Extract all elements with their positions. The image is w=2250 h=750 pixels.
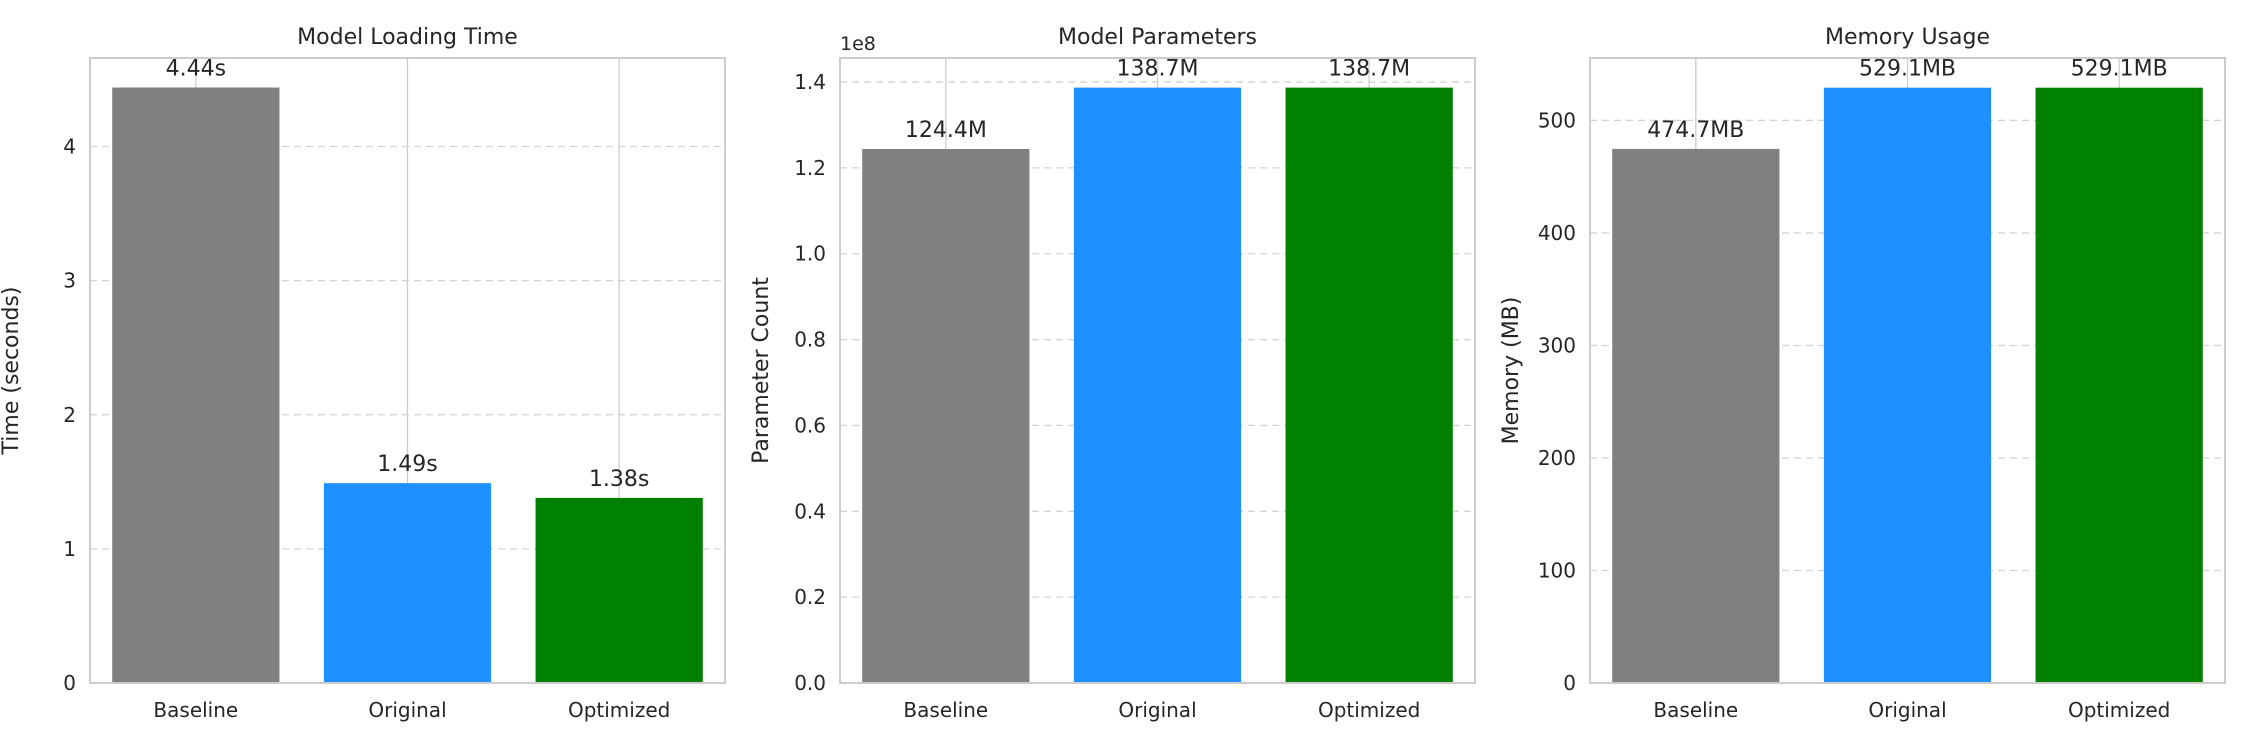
y-tick-label: 0.0: [794, 671, 826, 695]
x-tick-label: Original: [368, 698, 446, 722]
plot-frame: [839, 57, 1476, 684]
chart-panel-3: 474.7MB 529.1MB 529.1MB 0 100 200 300 400 500 Bas…: [1499, 25, 2226, 722]
bar-original: [1823, 87, 1992, 683]
y-axis-label: Parameter Count: [749, 277, 774, 464]
x-tick-label: Original: [1868, 698, 1946, 722]
y-tick-label: 500: [1538, 108, 1576, 132]
bar-baseline: [1612, 148, 1780, 684]
y-tick-label: 1.0: [794, 242, 826, 266]
y-tick-label: 400: [1538, 221, 1576, 245]
bar-value-label: 138.7M: [1328, 57, 1410, 82]
bar-original: [1073, 87, 1242, 683]
bar-value-label: 474.7MB: [1647, 118, 1744, 143]
bar-value-label: 529.1MB: [2071, 57, 2168, 82]
y-tick-label: 3: [63, 269, 76, 293]
bar-optimized: [2035, 87, 2203, 683]
bar-value-label: 1.38s: [589, 467, 649, 492]
chart-title: Model Parameters: [1058, 25, 1257, 50]
y-tick-label: 100: [1538, 558, 1576, 582]
bar-value-label: 1.49s: [377, 452, 437, 477]
bar-optimized: [1285, 87, 1453, 683]
bar-baseline: [112, 87, 280, 683]
y-tick-label: 4: [63, 135, 76, 159]
bar-value-label: 124.4M: [905, 118, 987, 143]
y-axis-offset-text: 1e8: [840, 33, 876, 55]
x-tick-label: Optimized: [568, 698, 670, 722]
bar-value-label: 138.7M: [1117, 57, 1199, 82]
y-tick-label: 0.8: [794, 328, 826, 352]
x-tick-label: Baseline: [1653, 698, 1738, 722]
chart-title: Memory Usage: [1825, 25, 1990, 50]
x-tick-label: Baseline: [903, 698, 988, 722]
bar-optimized: [535, 497, 703, 683]
y-tick-label: 0.4: [794, 499, 826, 523]
y-axis-label: Memory (MB): [1499, 297, 1524, 445]
bar-value-label: 4.44s: [166, 57, 226, 82]
y-tick-label: 1: [63, 537, 76, 561]
y-tick-label: 0.6: [794, 413, 826, 437]
y-tick-label: 0.2: [794, 585, 826, 609]
chart-title: Model Loading Time: [297, 25, 518, 50]
bar-baseline: [862, 149, 1030, 683]
y-tick-label: 0: [1563, 671, 1576, 695]
x-tick-label: Baseline: [153, 698, 238, 722]
chart-panel-2: 124.4M 138.7M 138.7M 0.0 0.2 0.4 0.6 0.8 1.0 1.2 1…: [749, 25, 1476, 722]
chart-panel-1: 4.44s 1.49s 1.38s 0 1 2 3 4 Baseline Original Opti…: [0, 25, 726, 722]
plot-frame: [1589, 57, 2226, 684]
bar-value-label: 529.1MB: [1859, 57, 1956, 82]
bar-original: [323, 483, 492, 683]
y-tick-label: 300: [1538, 333, 1576, 357]
y-axis-label: Time (seconds): [0, 287, 24, 456]
y-tick-label: 200: [1538, 446, 1576, 470]
y-tick-label: 0: [63, 671, 76, 695]
y-tick-label: 2: [63, 403, 76, 427]
y-tick-label: 1.2: [794, 156, 826, 180]
plot-frame: [89, 57, 726, 684]
x-tick-label: Optimized: [1318, 698, 1420, 722]
y-tick-label: 1.4: [794, 70, 826, 94]
x-tick-label: Original: [1118, 698, 1196, 722]
x-tick-label: Optimized: [2068, 698, 2170, 722]
